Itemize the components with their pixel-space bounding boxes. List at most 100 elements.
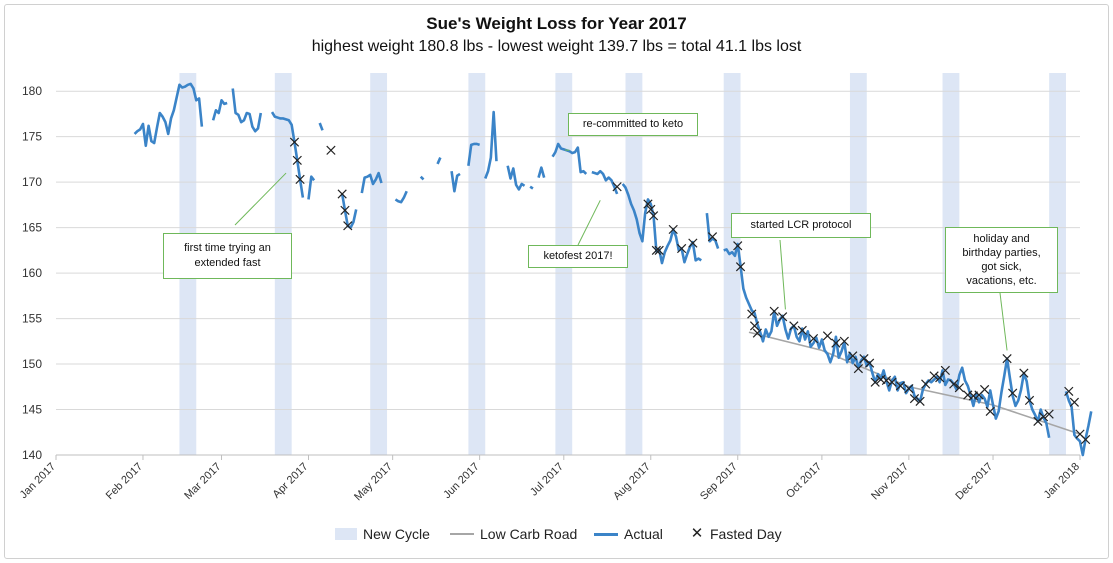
fasted-day-marker-stroke bbox=[963, 390, 973, 400]
actual-line-segment bbox=[591, 169, 619, 195]
x-tick-label: Nov 2017 bbox=[869, 461, 911, 503]
actual-line-segment bbox=[621, 183, 702, 265]
fasted-day-marker bbox=[769, 306, 779, 316]
callout-holiday-line2: birthday parties, bbox=[962, 247, 1041, 259]
fasted-day-marker-stroke bbox=[1019, 368, 1029, 378]
fasted-day-marker-stroke bbox=[1024, 395, 1035, 406]
fasted-day-marker-stroke bbox=[668, 224, 678, 235]
x-tick-label: Oct 2017 bbox=[784, 461, 824, 501]
x-tick-label: Apr 2017 bbox=[271, 461, 311, 501]
callout-leader-line bbox=[234, 172, 287, 226]
fasted-day-marker-stroke bbox=[895, 381, 906, 391]
low-carb-road-line bbox=[748, 331, 1081, 435]
chart-subtitle: highest weight 180.8 lbs - lowest weight… bbox=[311, 38, 802, 55]
callout-leaders bbox=[234, 149, 1008, 351]
callout-holiday: holiday and birthday parties, got sick, … bbox=[945, 227, 1058, 293]
fasted-day-marker bbox=[822, 331, 833, 341]
x-tick-label: Mar 2017 bbox=[182, 461, 223, 502]
fasted-day-marker-stroke bbox=[808, 333, 819, 344]
fasted-day-marker-stroke bbox=[289, 137, 300, 147]
actual-line-segment bbox=[537, 166, 546, 178]
y-tick-label: 155 bbox=[22, 312, 42, 326]
legend-item-low-carb-road: Low Carb Road bbox=[450, 524, 577, 544]
fasted-day-marker bbox=[688, 238, 698, 248]
new-cycle-band bbox=[849, 73, 867, 455]
fasted-day-marker-stroke bbox=[326, 145, 336, 155]
fasted-day-marker-stroke bbox=[648, 211, 659, 221]
fasted-day-marker bbox=[839, 336, 849, 346]
fasted-day-marker bbox=[735, 262, 746, 272]
fasted-day-marker bbox=[707, 232, 718, 242]
fasted-day-marker bbox=[749, 321, 760, 331]
callout-holiday-line3: got sick, bbox=[981, 261, 1022, 273]
fasted-day-marker bbox=[1008, 388, 1018, 398]
x-tick-label: May 2017 bbox=[352, 461, 395, 504]
fasted-day-marker bbox=[876, 374, 886, 385]
callout-holiday-line1: holiday and bbox=[973, 233, 1030, 245]
fasted-day-marker-stroke bbox=[735, 262, 746, 272]
fasted-day-marker-stroke bbox=[1064, 386, 1074, 396]
fasted-day-marker-stroke bbox=[343, 221, 353, 231]
fasted-day-series bbox=[289, 137, 1091, 445]
actual-line-segment bbox=[211, 98, 228, 121]
fasted-day-marker bbox=[646, 204, 656, 215]
actual-line-segment bbox=[484, 110, 498, 179]
callout-leader-line bbox=[577, 200, 601, 246]
fasted-day-marker-stroke bbox=[1069, 397, 1080, 407]
fasted-day-marker-stroke bbox=[646, 204, 656, 215]
fasted-day-marker-stroke bbox=[1044, 409, 1054, 419]
actual-line-segment bbox=[419, 175, 425, 181]
fasted-day-marker-stroke bbox=[1008, 388, 1018, 398]
fasted-day-marker-stroke bbox=[651, 245, 661, 255]
fasted-day-marker bbox=[909, 393, 920, 404]
callout-leader-line bbox=[779, 239, 786, 310]
fasted-day-marker-stroke bbox=[789, 321, 799, 331]
fasted-day-marker bbox=[789, 321, 799, 331]
fasted-day-marker-stroke bbox=[1033, 416, 1043, 426]
fasted-day-marker-stroke bbox=[654, 245, 664, 255]
fasted-day-marker-stroke bbox=[643, 199, 653, 209]
actual-line-segment bbox=[360, 171, 383, 194]
fasted-day-marker-stroke bbox=[733, 241, 743, 251]
fasted-day-marker-stroke bbox=[831, 338, 841, 348]
fasted-day-marker bbox=[295, 174, 305, 185]
fasted-day-marker bbox=[963, 390, 973, 400]
fasted-day-marker bbox=[733, 241, 743, 251]
fasted-day-marker bbox=[1002, 353, 1012, 364]
fasted-day-marker bbox=[1069, 397, 1080, 407]
fasted-day-marker bbox=[651, 245, 661, 255]
fasted-day-marker-stroke bbox=[921, 379, 931, 389]
fasted-day-marker bbox=[648, 211, 659, 221]
fasted-day-marker bbox=[853, 363, 863, 374]
legend: New Cycle Low Carb Road Actual ✕ Fasted … bbox=[0, 524, 1113, 544]
x-tick-labels: Jan 2017 Feb 2017 Mar 2017 Apr 2017 May 2017… bbox=[18, 455, 1082, 503]
fasted-day-marker bbox=[915, 396, 925, 406]
y-tick-label: 145 bbox=[22, 403, 42, 417]
y-tick-label: 150 bbox=[22, 357, 42, 371]
fasted-day-marker-stroke bbox=[822, 331, 833, 341]
y-tick-label: 165 bbox=[22, 221, 42, 235]
fasted-day-marker bbox=[1044, 409, 1054, 419]
x-tick-label: Jul 2017 bbox=[528, 461, 566, 499]
fasted-day-marker-stroke bbox=[876, 374, 886, 385]
fasted-day-marker-stroke bbox=[1002, 353, 1012, 364]
fasted-day-marker bbox=[949, 379, 959, 389]
fasted-day-marker bbox=[864, 358, 875, 368]
fasted-day-marker bbox=[340, 205, 350, 215]
fasted-day-marker bbox=[895, 381, 906, 391]
fasted-day-marker-stroke bbox=[1038, 412, 1049, 422]
legend-swatch-actual bbox=[594, 532, 618, 536]
fasted-day-marker bbox=[954, 383, 964, 393]
actual-line-segment bbox=[723, 242, 1051, 438]
fasted-day-marker-stroke bbox=[909, 393, 920, 404]
callout-extended-fast-line1: first time trying an bbox=[184, 242, 271, 254]
fasted-day-marker bbox=[1019, 368, 1029, 378]
fasted-day-marker bbox=[777, 312, 788, 322]
actual-line-segment bbox=[318, 122, 324, 131]
fasted-day-marker bbox=[1033, 416, 1043, 426]
actual-line-segment bbox=[270, 111, 305, 198]
fasted-day-marker bbox=[940, 365, 950, 376]
fasted-day-marker-stroke bbox=[688, 238, 698, 248]
fasted-day-marker-stroke bbox=[870, 377, 880, 387]
x-tick-label: Aug 2017 bbox=[611, 461, 653, 503]
